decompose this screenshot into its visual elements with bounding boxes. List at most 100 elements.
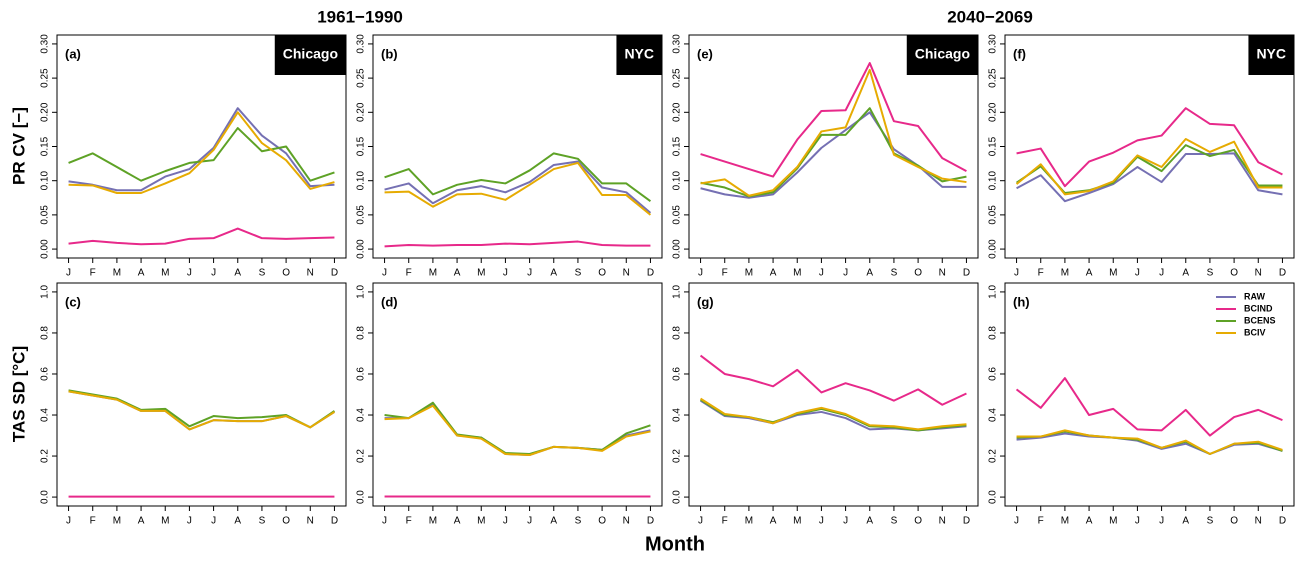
x-tick-label: A xyxy=(770,268,777,279)
x-tick-label: M xyxy=(161,516,169,527)
x-tick-label: F xyxy=(722,516,728,527)
plot-frame xyxy=(1004,282,1295,507)
y-tick-label: 0.05 xyxy=(988,205,999,225)
x-tick-label: J xyxy=(698,268,703,279)
panel-label: (a) xyxy=(65,46,81,61)
y-tick-label: 0.00 xyxy=(988,239,999,259)
x-tick-label: M xyxy=(1109,516,1117,527)
x-tick-label: J xyxy=(1135,268,1140,279)
y-tick-label: 0.6 xyxy=(988,367,999,381)
x-tick-label: O xyxy=(1230,268,1238,279)
x-tick-label: J xyxy=(527,268,532,279)
x-tick-label: F xyxy=(90,516,96,527)
y-tick-label: 0.15 xyxy=(988,136,999,156)
y-tick-label: 0.10 xyxy=(988,171,999,191)
location-label: NYC xyxy=(624,46,654,62)
x-tick-label: M xyxy=(161,268,169,279)
x-tick-label: J xyxy=(187,268,192,279)
x-tick-label: F xyxy=(722,268,728,279)
series-line xyxy=(1015,137,1283,196)
y-tick-label: 1.0 xyxy=(356,285,367,299)
x-tick-label: A xyxy=(138,268,145,279)
x-tick-label: J xyxy=(382,516,387,527)
x-tick-label: J xyxy=(503,516,508,527)
series-line xyxy=(700,107,967,198)
x-tick-label: J xyxy=(503,268,508,279)
location-label: NYC xyxy=(1256,46,1286,62)
legend-label: BCIV xyxy=(1244,327,1266,337)
x-tick-label: S xyxy=(575,268,582,279)
y-tick-label: 0.10 xyxy=(40,171,51,191)
x-tick-label: A xyxy=(866,268,873,279)
x-tick-label: F xyxy=(406,268,412,279)
y-tick-label: 0.05 xyxy=(672,205,683,225)
x-tick-label: M xyxy=(745,516,753,527)
x-tick-label: O xyxy=(598,516,606,527)
x-tick-label: M xyxy=(113,268,121,279)
y-tick-label: 0.2 xyxy=(356,449,367,463)
x-tick-label: A xyxy=(1182,268,1189,279)
series-line xyxy=(68,111,335,194)
series-line xyxy=(68,107,335,192)
y-tick-label: 0.15 xyxy=(356,136,367,156)
series-line xyxy=(700,68,967,197)
x-tick-label: M xyxy=(429,516,437,527)
x-tick-label: D xyxy=(1279,516,1286,527)
y-tick-label: 0.8 xyxy=(672,326,683,340)
x-tick-label: O xyxy=(598,268,606,279)
x-tick-label: O xyxy=(914,268,922,279)
y-tick-label: 0.6 xyxy=(356,367,367,381)
series-line xyxy=(384,401,651,455)
y-tick-label: 0.8 xyxy=(40,326,51,340)
panel-label: (b) xyxy=(381,46,398,61)
x-axis-title: Month xyxy=(645,533,705,555)
y-tick-label: 0.30 xyxy=(988,34,999,54)
x-tick-label: O xyxy=(914,516,922,527)
y-tick-label: 0.4 xyxy=(988,408,999,422)
x-tick-label: F xyxy=(90,268,96,279)
x-tick-label: J xyxy=(66,268,71,279)
x-tick-label: J xyxy=(1014,516,1019,527)
location-box xyxy=(906,35,978,75)
x-tick-label: J xyxy=(819,268,824,279)
y-tick-label: 0.0 xyxy=(988,490,999,504)
series-line xyxy=(68,390,335,431)
series-line xyxy=(384,161,652,216)
series-line xyxy=(384,152,652,203)
series-line xyxy=(384,404,651,457)
x-tick-label: N xyxy=(623,516,630,527)
series-line xyxy=(68,127,335,182)
y-tick-label: 0.10 xyxy=(672,171,683,191)
y-tick-label: 1.0 xyxy=(988,285,999,299)
x-tick-label: J xyxy=(211,516,216,527)
y-tick-label: 0.25 xyxy=(356,68,367,88)
y-tick-label: 0.25 xyxy=(672,68,683,88)
y-tick-label: 0.00 xyxy=(40,239,51,259)
x-tick-label: A xyxy=(234,516,241,527)
y-tick-label: 0.20 xyxy=(672,102,683,122)
y-tick-label: 0.30 xyxy=(672,34,683,54)
x-tick-label: N xyxy=(307,268,314,279)
y-tick-label: 0.0 xyxy=(356,490,367,504)
x-tick-label: N xyxy=(939,268,946,279)
column-title: 2040−2069 xyxy=(947,7,1033,26)
x-tick-label: J xyxy=(1135,516,1140,527)
series-line xyxy=(1016,107,1283,188)
x-tick-label: J xyxy=(1159,516,1164,527)
panel-label: (d) xyxy=(381,294,398,309)
y-tick-label: 0.20 xyxy=(356,102,367,122)
panel-label: (e) xyxy=(697,46,713,61)
x-tick-label: O xyxy=(282,516,290,527)
x-tick-label: M xyxy=(429,268,437,279)
plot-frame xyxy=(56,282,347,507)
x-tick-label: D xyxy=(963,268,970,279)
y-tick-label: 0.4 xyxy=(40,408,51,422)
y-tick-label: 0.15 xyxy=(40,136,51,156)
y-tick-label: 0.20 xyxy=(40,102,51,122)
x-tick-label: A xyxy=(234,268,241,279)
x-tick-label: N xyxy=(939,516,946,527)
x-tick-label: J xyxy=(66,516,71,527)
x-tick-label: J xyxy=(187,516,192,527)
location-box xyxy=(1248,35,1294,75)
series-line xyxy=(1015,377,1283,437)
